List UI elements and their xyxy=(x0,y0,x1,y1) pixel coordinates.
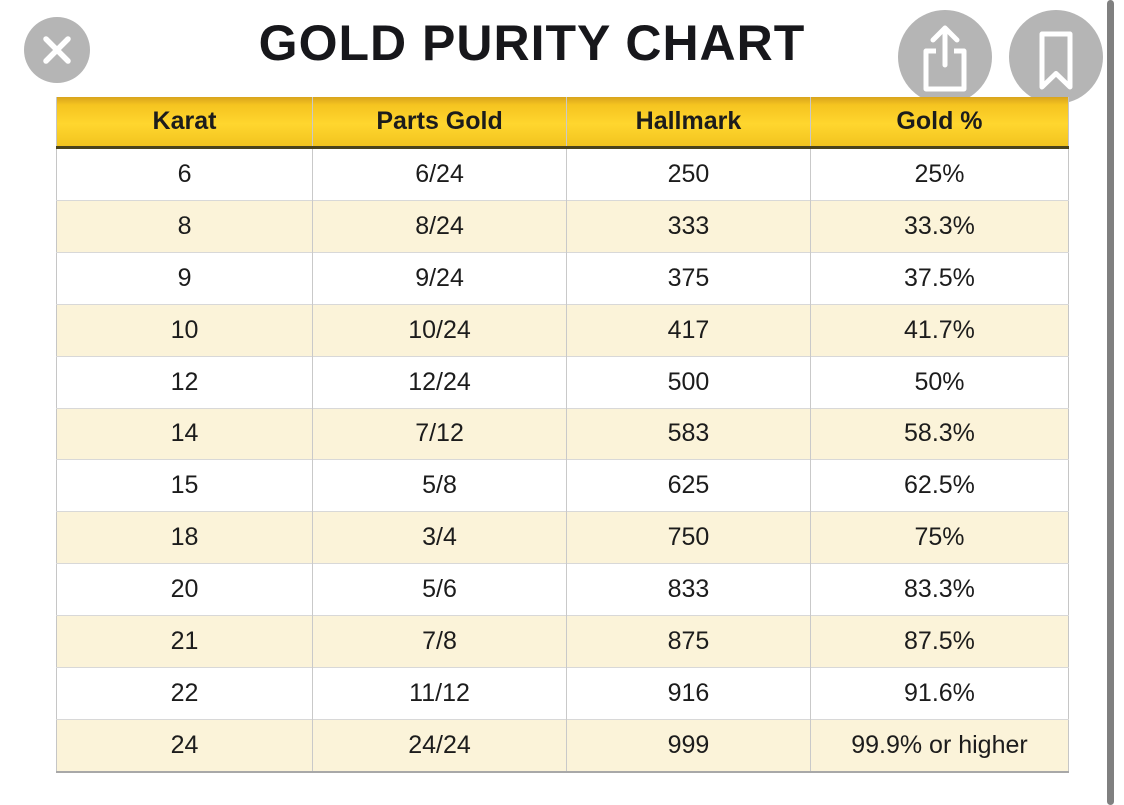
table-cell: 999 xyxy=(566,718,811,772)
table-cell: 50% xyxy=(809,355,1069,409)
table-cell: 15 xyxy=(56,459,313,512)
table-cell: 6/24 xyxy=(312,147,567,201)
table-row: 15 5/8 625 62.5% xyxy=(56,459,1069,512)
table-row: 22 11/12 916 91.6% xyxy=(56,666,1069,720)
table-cell: 7/8 xyxy=(312,614,567,668)
table-cell: 22 xyxy=(56,666,313,720)
gold-purity-table: Karat Parts Gold Hallmark Gold % 6 6/24 … xyxy=(56,97,1069,773)
table-cell: 916 xyxy=(566,666,811,720)
table-cell: 83.3% xyxy=(809,563,1069,616)
table-row: 6 6/24 250 25% xyxy=(56,147,1069,201)
table-cell: 333 xyxy=(566,200,811,253)
table-cell: 7/12 xyxy=(312,407,567,460)
table-row: 18 3/4 750 75% xyxy=(56,511,1069,564)
table-cell: 58.3% xyxy=(809,407,1069,460)
table-cell: 24 xyxy=(56,718,313,772)
table-row: 21 7/8 875 87.5% xyxy=(56,614,1069,668)
table-cell: 9 xyxy=(56,251,313,305)
table-cell: 37.5% xyxy=(809,251,1069,305)
table-row: 9 9/24 375 37.5% xyxy=(56,251,1069,305)
table-cell: 41.7% xyxy=(809,303,1069,357)
table-cell: 11/12 xyxy=(312,666,567,720)
table-cell: 62.5% xyxy=(809,459,1069,512)
column-header-gold-percent: Gold % xyxy=(809,97,1069,149)
table-cell: 9/24 xyxy=(312,251,567,305)
column-header-karat: Karat xyxy=(56,97,313,149)
table-cell: 750 xyxy=(566,511,811,564)
table-row: 10 10/24 417 41.7% xyxy=(56,303,1069,357)
table-cell: 875 xyxy=(566,614,811,668)
table-row: 12 12/24 500 50% xyxy=(56,355,1069,409)
table-row: 24 24/24 999 99.9% or higher xyxy=(56,718,1069,772)
table-cell: 33.3% xyxy=(809,200,1069,253)
share-icon xyxy=(923,25,967,92)
table-cell: 417 xyxy=(566,303,811,357)
table-cell: 375 xyxy=(566,251,811,305)
table-cell: 8/24 xyxy=(312,200,567,253)
table-header-row: Karat Parts Gold Hallmark Gold % xyxy=(56,97,1069,149)
bookmark-icon xyxy=(1039,31,1073,90)
table-cell: 250 xyxy=(566,147,811,201)
table-cell: 99.9% or higher xyxy=(809,718,1069,772)
scrollbar-thumb[interactable] xyxy=(1107,0,1114,805)
table-cell: 75% xyxy=(809,511,1069,564)
table-row: 8 8/24 333 33.3% xyxy=(56,200,1069,253)
table-cell: 5/8 xyxy=(312,459,567,512)
table-row: 20 5/6 833 83.3% xyxy=(56,563,1069,616)
column-header-parts-gold: Parts Gold xyxy=(312,97,567,149)
table-cell: 3/4 xyxy=(312,511,567,564)
table-cell: 12/24 xyxy=(312,355,567,409)
page-title: GOLD PURITY CHART xyxy=(258,15,806,71)
table-cell: 25% xyxy=(809,147,1069,201)
close-icon xyxy=(43,36,71,64)
table-cell: 10/24 xyxy=(312,303,567,357)
table-cell: 833 xyxy=(566,563,811,616)
table-cell: 14 xyxy=(56,407,313,460)
table-cell: 10 xyxy=(56,303,313,357)
table-cell: 18 xyxy=(56,511,313,564)
table-cell: 625 xyxy=(566,459,811,512)
table-cell: 87.5% xyxy=(809,614,1069,668)
table-cell: 21 xyxy=(56,614,313,668)
table-cell: 20 xyxy=(56,563,313,616)
table-cell: 8 xyxy=(56,200,313,253)
table-cell: 5/6 xyxy=(312,563,567,616)
table-cell: 583 xyxy=(566,407,811,460)
table-row: 14 7/12 583 58.3% xyxy=(56,407,1069,460)
table-cell: 12 xyxy=(56,355,313,409)
share-button[interactable] xyxy=(898,10,992,104)
table-cell: 91.6% xyxy=(809,666,1069,720)
column-header-hallmark: Hallmark xyxy=(566,97,811,149)
close-button[interactable] xyxy=(24,17,90,83)
table-cell: 6 xyxy=(177,159,192,188)
table-cell: 500 xyxy=(566,355,811,409)
table-cell: 24/24 xyxy=(312,718,567,772)
bookmark-button[interactable] xyxy=(1009,10,1103,104)
